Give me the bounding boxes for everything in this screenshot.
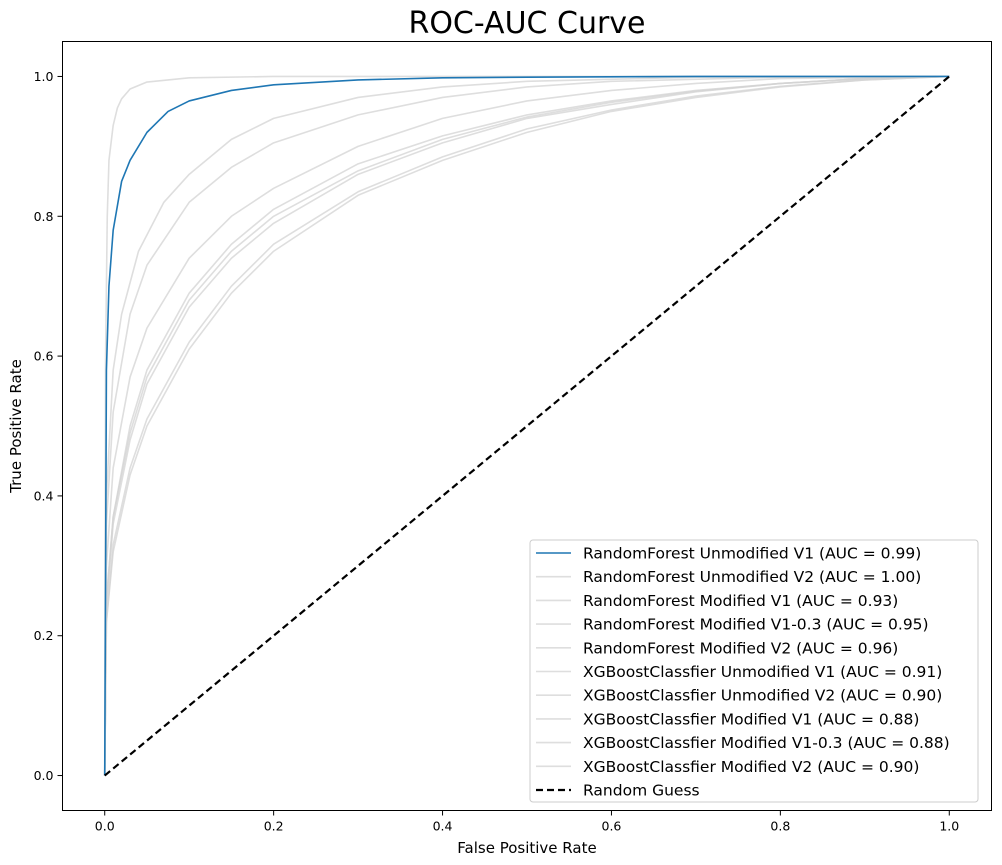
legend-label-randomforest-modified-v1-0-3-auc-0-95: RandomForest Modified V1-0.3 (AUC = 0.95… bbox=[583, 616, 929, 634]
series-line-randomforest-unmodified-v1-auc-0-99 bbox=[103, 75, 950, 776]
y-axis-ticks: 0.0 0.2 0.4 0.6 0.8 1.0 bbox=[34, 69, 63, 783]
series-line-xgboostclassfier-modified-v2-auc-0-90 bbox=[103, 75, 950, 776]
series-line-randomforest-modified-v1-0-3-auc-0-95 bbox=[103, 75, 950, 776]
x-axis-title: False Positive Rate bbox=[457, 839, 596, 857]
series-line-randomforest-modified-v1-auc-0-93 bbox=[103, 75, 950, 776]
legend-box bbox=[529, 539, 979, 803]
x-tick-label: 0.2 bbox=[264, 819, 284, 834]
legend-label-xgboostclassfier-unmodified-v1-auc-0-91: XGBoostClassfier Unmodified V1 (AUC = 0.… bbox=[583, 663, 942, 681]
y-tick-label: 0.8 bbox=[34, 209, 54, 224]
plot-area-frame bbox=[62, 41, 992, 811]
legend-label-random-guess: Random Guess bbox=[583, 782, 700, 800]
x-tick-label: 0.6 bbox=[602, 819, 622, 834]
y-tick-label: 0.6 bbox=[34, 349, 54, 364]
legend-label-xgboostclassfier-modified-v1-auc-0-88: XGBoostClassfier Modified V1 (AUC = 0.88… bbox=[583, 710, 919, 728]
roc-curves bbox=[103, 75, 950, 777]
series-line-randomforest-modified-v2-auc-0-96 bbox=[103, 75, 950, 776]
legend-label-xgboostclassfier-unmodified-v2-auc-0-90: XGBoostClassfier Unmodified V2 (AUC = 0.… bbox=[583, 687, 942, 705]
legend: RandomForest Unmodified V1 (AUC = 0.99) R… bbox=[529, 539, 979, 803]
x-axis-ticks: 0.0 0.2 0.4 0.6 0.8 1.0 bbox=[95, 810, 959, 834]
series-line-xgboostclassfier-modified-v1-0-3-auc-0-88 bbox=[103, 75, 950, 776]
y-axis-title: True Positive Rate bbox=[7, 359, 25, 494]
legend-label-randomforest-modified-v2-auc-0-96: RandomForest Modified V2 (AUC = 0.96) bbox=[583, 639, 898, 657]
legend-label-randomforest-unmodified-v2-auc-1-00: RandomForest Unmodified V2 (AUC = 1.00) bbox=[583, 568, 921, 586]
y-tick-label: 0.2 bbox=[34, 628, 54, 643]
legend-label-randomforest-unmodified-v1-auc-0-99: RandomForest Unmodified V1 (AUC = 0.99) bbox=[583, 545, 921, 563]
series-line-randomforest-unmodified-v2-auc-1-00 bbox=[103, 75, 950, 776]
x-tick-label: 1.0 bbox=[939, 819, 959, 834]
y-tick-label: 0.4 bbox=[34, 488, 54, 503]
series-line-xgboostclassfier-modified-v1-auc-0-88 bbox=[103, 75, 950, 776]
chart-title: ROC-AUC Curve bbox=[408, 6, 645, 41]
x-tick-label: 0.8 bbox=[770, 819, 790, 834]
legend-items: RandomForest Unmodified V1 (AUC = 0.99) R… bbox=[536, 545, 950, 800]
y-tick-label: 1.0 bbox=[34, 69, 54, 84]
legend-label-randomforest-modified-v1-auc-0-93: RandomForest Modified V1 (AUC = 0.93) bbox=[583, 592, 898, 610]
series-line-random-guess bbox=[104, 75, 950, 777]
x-tick-label: 0.0 bbox=[95, 819, 115, 834]
legend-label-xgboostclassfier-modified-v2-auc-0-90: XGBoostClassfier Modified V2 (AUC = 0.90… bbox=[583, 758, 919, 776]
x-tick-label: 0.4 bbox=[433, 819, 453, 834]
legend-label-xgboostclassfier-modified-v1-0-3-auc-0-88: XGBoostClassfier Modified V1-0.3 (AUC = … bbox=[583, 734, 950, 752]
y-tick-label: 0.0 bbox=[34, 768, 54, 783]
